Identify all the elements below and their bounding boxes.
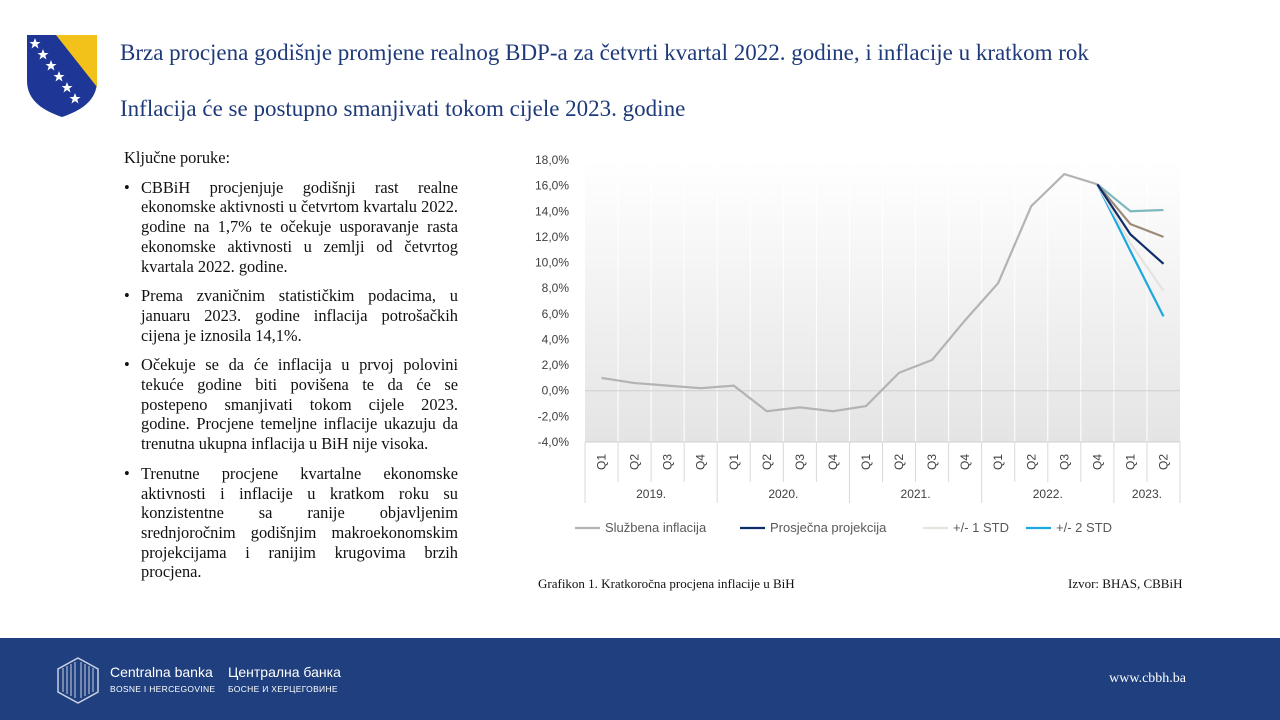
x-year-label: 2020. (768, 487, 798, 501)
crest-triangle (56, 35, 97, 87)
x-tick-label: Q1 (991, 454, 1005, 470)
legend-item: Službena inflacija (575, 520, 707, 535)
x-tick-label: Q4 (1090, 454, 1104, 470)
series-line-minus-2std (1096, 183, 1165, 317)
series-line-plus-1std (1096, 183, 1164, 238)
legend-label: +/- 2 STD (1056, 520, 1112, 535)
x-year-label: 2021. (901, 487, 931, 501)
x-tick-label: Q3 (925, 454, 939, 470)
list-item: • Očekuje se da će inflacija u prvoj polo… (121, 355, 458, 454)
x-year-label: 2019. (636, 487, 666, 501)
y-tick-label: 18,0% (535, 153, 569, 167)
bullet-icon: • (124, 286, 130, 306)
key-messages-list: • CBBiH procjenjuje godišnji rast realne … (121, 178, 458, 582)
chart-source: Izvor: BHAS, CBBiH (1068, 576, 1183, 591)
key-messages-heading: Ključne poruke: (124, 148, 231, 167)
page-title: Brza procjena godišnje promjene realnog … (120, 40, 1089, 65)
x-tick-label: Q2 (628, 454, 642, 470)
y-tick-label: 14,0% (535, 204, 569, 218)
y-tick-label: 8,0% (542, 281, 570, 295)
y-tick-label: -2,0% (538, 409, 570, 423)
list-item: • CBBiH procjenjuje godišnji rast realne … (121, 178, 458, 277)
series-line-minus-1std (1096, 183, 1165, 292)
inflation-chart: 18,0% 16,0% 14,0% 12,0% 10,0% 8,0% 6,0% 4,0% 2,0… (510, 145, 1200, 555)
y-tick-label: 4,0% (542, 332, 570, 346)
message-text: Prema zvaničnim statističkim podacima, u… (141, 286, 458, 345)
x-tick-label: Q3 (793, 454, 807, 470)
y-tick-label: 0,0% (542, 384, 570, 398)
series-line-plus-2std (1096, 183, 1164, 213)
legend-item: Prosječna projekcija (740, 520, 887, 535)
footer-bar: Centralna banka BOSNE I HERCEGOVINE Цент… (0, 638, 1280, 720)
x-tick-label: Q2 (892, 454, 906, 470)
x-tick-label: Q1 (595, 454, 609, 470)
message-text: Trenutne procjene kvartalne ekonomske ak… (141, 463, 458, 582)
x-year-label: 2022. (1033, 487, 1063, 501)
crest-stars (29, 38, 81, 104)
x-tick-label: Q1 (859, 454, 873, 470)
bank-name-latin: Centralna banka (110, 664, 213, 680)
legend-item: +/- 2 STD (1026, 520, 1112, 535)
series-line-official (601, 172, 1098, 413)
series-line-central (1096, 183, 1165, 265)
bullet-icon: • (124, 463, 130, 483)
x-tick-label: Q2 (1024, 454, 1038, 470)
x-year-label: 2023. (1132, 487, 1162, 501)
cbbh-logo-icon (57, 657, 99, 704)
list-item: • Prema zvaničnim statističkim podacima, … (121, 286, 458, 345)
legend-label: Prosječna projekcija (770, 520, 887, 535)
bank-name-latin-block: Centralna banka BOSNE I HERCEGOVINE (110, 664, 215, 694)
message-text: Očekuje se da će inflacija u prvoj polov… (141, 355, 458, 454)
message-text: CBBiH procjenjuje godišnji rast realne e… (141, 177, 458, 276)
bank-name-cyrillic: Централна банка (228, 664, 341, 680)
website-link[interactable]: www.cbbh.ba (1109, 671, 1186, 686)
x-tick-label: Q1 (1123, 454, 1137, 470)
x-tick-label: Q2 (760, 454, 774, 470)
legend-label: +/- 1 STD (953, 520, 1009, 535)
legend-label: Službena inflacija (605, 520, 707, 535)
list-item: • Trenutne procjene kvartalne ekonomske a… (121, 464, 458, 582)
bank-sub-latin: BOSNE I HERCEGOVINE (110, 684, 216, 694)
bullet-icon: • (124, 355, 130, 375)
x-tick-label: Q2 (1156, 454, 1170, 470)
bullet-icon: • (124, 177, 130, 197)
key-messages: Ključne poruke: • CBBiH procjenjuje godiš… (121, 148, 458, 592)
y-tick-label: 10,0% (535, 256, 569, 270)
inflation-chart-svg: 18,0% 16,0% 14,0% 12,0% 10,0% 8,0% 6,0% 4,0% 2,0… (535, 153, 1181, 535)
bank-name-cyrillic-block: Централна банка БОСНЕ И ХЕРЦЕГОВИНЕ (228, 664, 341, 694)
bank-sub-cyrillic: БОСНЕ И ХЕРЦЕГОВИНЕ (228, 684, 338, 694)
legend-item: +/- 1 STD (923, 520, 1009, 535)
x-tick-label: Q1 (727, 454, 741, 470)
x-tick-label: Q3 (661, 454, 675, 470)
x-tick-label: Q4 (694, 454, 708, 470)
y-tick-label: 12,0% (535, 230, 569, 244)
page-subtitle: Inflacija će se postupno smanjivati toko… (120, 96, 686, 121)
y-tick-label: 6,0% (542, 307, 570, 321)
x-tick-label: Q4 (958, 454, 972, 470)
y-tick-label: 16,0% (535, 179, 569, 193)
chart-caption: Grafikon 1. Kratkoročna procjena inflaci… (538, 576, 795, 591)
x-tick-label: Q4 (826, 454, 840, 470)
y-tick-label: 2,0% (542, 358, 570, 372)
bih-coat-of-arms-icon (27, 35, 97, 117)
y-tick-label: -4,0% (538, 435, 570, 449)
x-tick-label: Q3 (1057, 454, 1071, 470)
